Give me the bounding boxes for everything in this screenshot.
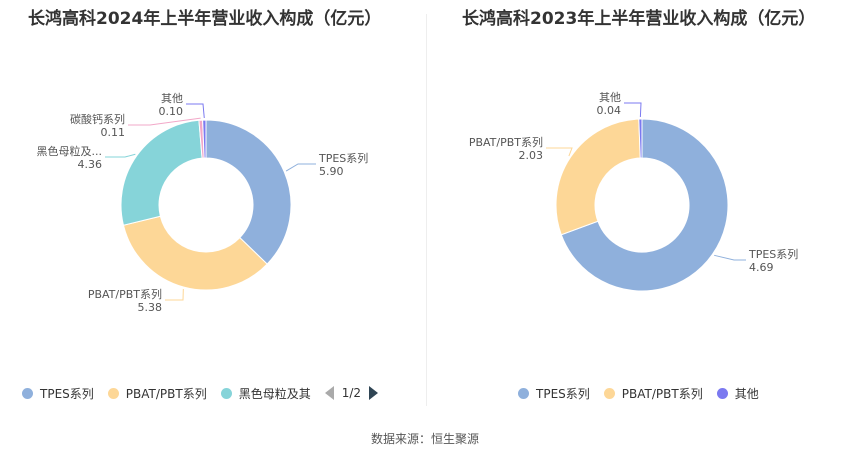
label-leader-line xyxy=(128,117,201,126)
legend-label: TPES系列 xyxy=(536,386,590,401)
slice-value-label: 0.11 xyxy=(101,126,126,139)
slice-value-label: 0.04 xyxy=(597,104,622,117)
slice-name-label: 碳酸钙系列 xyxy=(70,112,125,126)
slice-name-label: 其他 xyxy=(599,91,621,104)
data-source-footer: 数据来源：恒生聚源 xyxy=(370,432,479,446)
label-leader-line xyxy=(105,153,136,158)
slice-value-label: 4.36 xyxy=(78,158,103,171)
label-leader-line xyxy=(186,103,205,119)
label-leader-line xyxy=(624,102,642,118)
pie-slice-tpes[interactable] xyxy=(205,119,292,265)
legend-label: PBAT/PBT系列 xyxy=(125,386,207,401)
label-leader-line xyxy=(285,163,316,172)
slice-name-label: TPES系列 xyxy=(318,151,368,165)
pager-page-indicator: 1/2 xyxy=(341,386,362,400)
pager-next-icon[interactable] xyxy=(369,386,379,400)
chart-legend: TPES系列 PBAT/PBT系列 黑色母粒及其 1/2 xyxy=(22,383,379,403)
legend-item-black-masterbatch[interactable]: 黑色母粒及其 xyxy=(220,385,311,402)
slice-value-label: 5.90 xyxy=(319,165,344,178)
legend-item-pbat[interactable]: PBAT/PBT系列 xyxy=(603,385,703,402)
label-leader-line xyxy=(546,147,573,157)
legend-item-tpes[interactable]: TPES系列 xyxy=(518,385,590,402)
pie-slice-item-2[interactable] xyxy=(638,118,643,159)
chart-legend: TPES系列 PBAT/PBT系列 其他 xyxy=(518,383,773,403)
chart-title: 长鸿高科2023年上半年营业收入构成（亿元） xyxy=(462,9,816,29)
slice-value-label: 0.10 xyxy=(159,105,184,118)
legend-item-pbat[interactable]: PBAT/PBT系列 xyxy=(107,385,207,402)
legend-marker xyxy=(220,387,232,399)
legend-pager: 1/2 xyxy=(324,386,379,400)
slice-value-label: 5.38 xyxy=(138,301,163,314)
legend-item-tpes[interactable]: TPES系列 xyxy=(22,385,94,402)
slice-name-label: PBAT/PBT系列 xyxy=(469,135,543,149)
slice-name-label: TPES系列 xyxy=(748,247,798,261)
chart-title: 长鸿高科2024年上半年营业收入构成（亿元） xyxy=(28,9,382,29)
legend-marker xyxy=(518,387,529,399)
slice-name-label: 黑色母粒及... xyxy=(37,144,103,158)
pie-slice-item-2[interactable] xyxy=(120,119,203,226)
legend-marker xyxy=(22,387,33,399)
label-leader-line xyxy=(165,288,184,301)
slice-value-label: 2.03 xyxy=(519,149,544,162)
legend-marker xyxy=(107,387,119,399)
pie-slice-pbat-pbt[interactable] xyxy=(555,118,641,236)
legend-label: TPES系列 xyxy=(40,386,94,401)
legend-marker xyxy=(716,387,728,399)
legend-label: PBAT/PBT系列 xyxy=(621,386,703,401)
chart-panel-2024: 长鸿高科2024年上半年营业收入构成（亿元） TPES系列 5.90 PBAT/PB… xyxy=(0,0,425,410)
legend-item-other[interactable]: 其他 xyxy=(716,385,759,402)
legend-label: 其他 xyxy=(734,386,759,401)
chart-panel-2023: 长鸿高科2023年上半年营业收入构成（亿元） TPES系列 4.69 PBAT/PB… xyxy=(428,0,850,410)
legend-label: 黑色母粒及其 xyxy=(238,386,311,401)
label-leader-line xyxy=(714,254,746,261)
pie-slice-tpes[interactable] xyxy=(560,118,729,292)
pie-slice-item-4[interactable] xyxy=(202,119,207,159)
slice-name-label: PBAT/PBT系列 xyxy=(88,287,162,301)
pager-prev-icon[interactable] xyxy=(324,386,334,400)
slice-value-label: 4.69 xyxy=(749,261,774,274)
legend-marker xyxy=(603,387,615,399)
panel-divider xyxy=(426,14,427,406)
pie-slice-pbat-pbt[interactable] xyxy=(122,215,268,291)
slice-name-label: 其他 xyxy=(161,92,183,105)
